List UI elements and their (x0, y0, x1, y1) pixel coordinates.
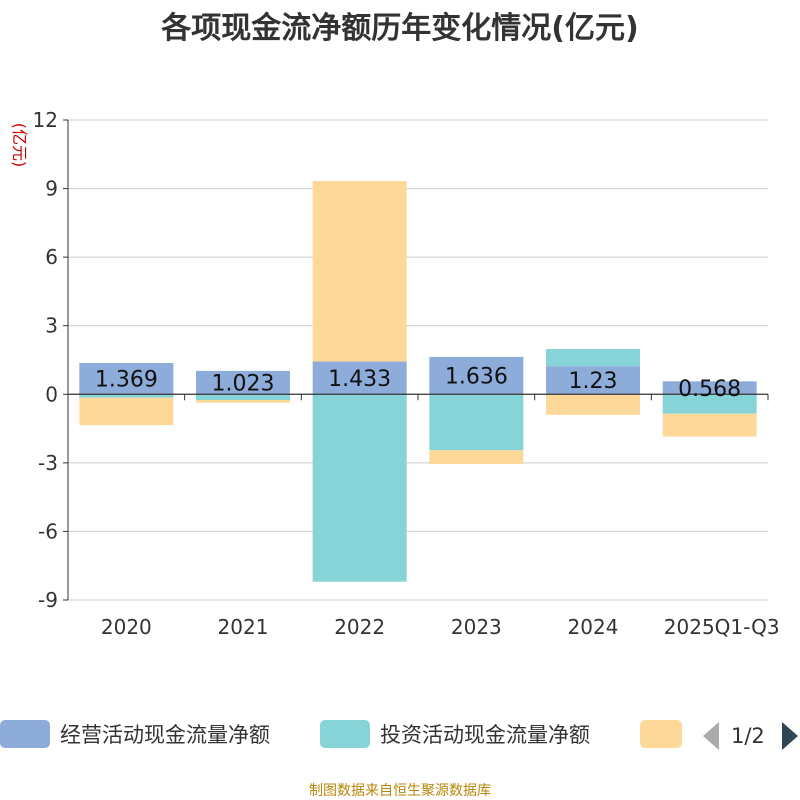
x-tick-label: 2024 (568, 615, 619, 639)
bar-operating-2025Q1-Q3[interactable] (662, 381, 757, 395)
bar-financing-2020[interactable] (79, 397, 174, 426)
legend: 经营活动现金流量净额 投资活动现金流量净额 1/2 (0, 720, 798, 750)
y-axis-ticks: 12 9 6 3 0 -3 -6 -9 (33, 108, 69, 612)
x-tick-label: 2021 (218, 615, 269, 639)
y-tick-label: 0 (45, 382, 58, 406)
bar-investing-2023[interactable] (429, 394, 524, 451)
y-tick-label: -3 (38, 451, 58, 475)
y-tick-label: -9 (38, 588, 58, 612)
legend-page-indicator: 1/2 (731, 724, 765, 748)
bar-financing-2024[interactable] (546, 394, 640, 415)
legend-label-operating[interactable]: 经营活动现金流量净额 (60, 723, 270, 747)
x-axis (67, 393, 769, 401)
legend-next-page-icon[interactable] (782, 722, 798, 750)
bar-operating-2024[interactable] (546, 366, 640, 395)
x-tick-label: 2025Q1-Q3 (664, 615, 780, 639)
chart-title: 各项现金流净额历年变化情况(亿元) (160, 11, 638, 46)
bar-financing-2022[interactable] (312, 180, 407, 362)
x-tick-label: 2020 (101, 615, 152, 639)
bars (79, 180, 757, 582)
y-axis-label: (亿元) (10, 123, 29, 168)
y-tick-label: -6 (38, 519, 58, 543)
bar-operating-2021[interactable] (196, 370, 290, 395)
bar-investing-2021[interactable] (196, 394, 290, 400)
bar-operating-2022[interactable] (312, 361, 407, 395)
data-label: 1.023 (212, 372, 275, 397)
legend-swatch-investing[interactable] (320, 720, 370, 748)
bar-investing-2024[interactable] (546, 349, 640, 367)
data-label: 1.636 (445, 365, 508, 390)
y-tick-label: 12 (33, 108, 58, 132)
data-source-footer: 制图数据来自恒生聚源数据库 (309, 783, 491, 799)
legend-swatch-operating[interactable] (0, 720, 50, 748)
data-labels: 1.369 1.023 1.433 1.636 1.23 0.568 (95, 365, 741, 402)
bar-investing-2020[interactable] (79, 394, 174, 398)
bar-financing-2025Q1-Q3[interactable] (662, 413, 757, 437)
y-tick-label: 3 (45, 314, 58, 338)
legend-swatch-financing[interactable] (640, 720, 682, 748)
bar-investing-2025Q1-Q3[interactable] (662, 394, 757, 414)
bar-financing-2021[interactable] (196, 400, 290, 403)
data-label: 1.369 (95, 368, 158, 393)
data-label: 0.568 (678, 377, 741, 402)
legend-prev-page-icon[interactable] (703, 722, 719, 750)
x-axis-ticks: 2020 2021 2022 2023 2024 2025Q1-Q3 (101, 615, 780, 639)
legend-label-investing[interactable]: 投资活动现金流量净额 (380, 723, 590, 747)
bar-financing-2023[interactable] (429, 450, 524, 464)
x-tick-label: 2022 (334, 615, 385, 639)
data-label: 1.433 (328, 367, 391, 392)
bar-operating-2020[interactable] (79, 362, 174, 395)
grid-lines (68, 119, 768, 601)
data-label: 1.23 (569, 369, 618, 394)
y-tick-label: 9 (45, 177, 58, 201)
y-tick-label: 6 (45, 245, 58, 269)
bar-investing-2022[interactable] (312, 394, 407, 582)
bar-operating-2023[interactable] (429, 356, 524, 395)
x-tick-label: 2023 (451, 615, 502, 639)
